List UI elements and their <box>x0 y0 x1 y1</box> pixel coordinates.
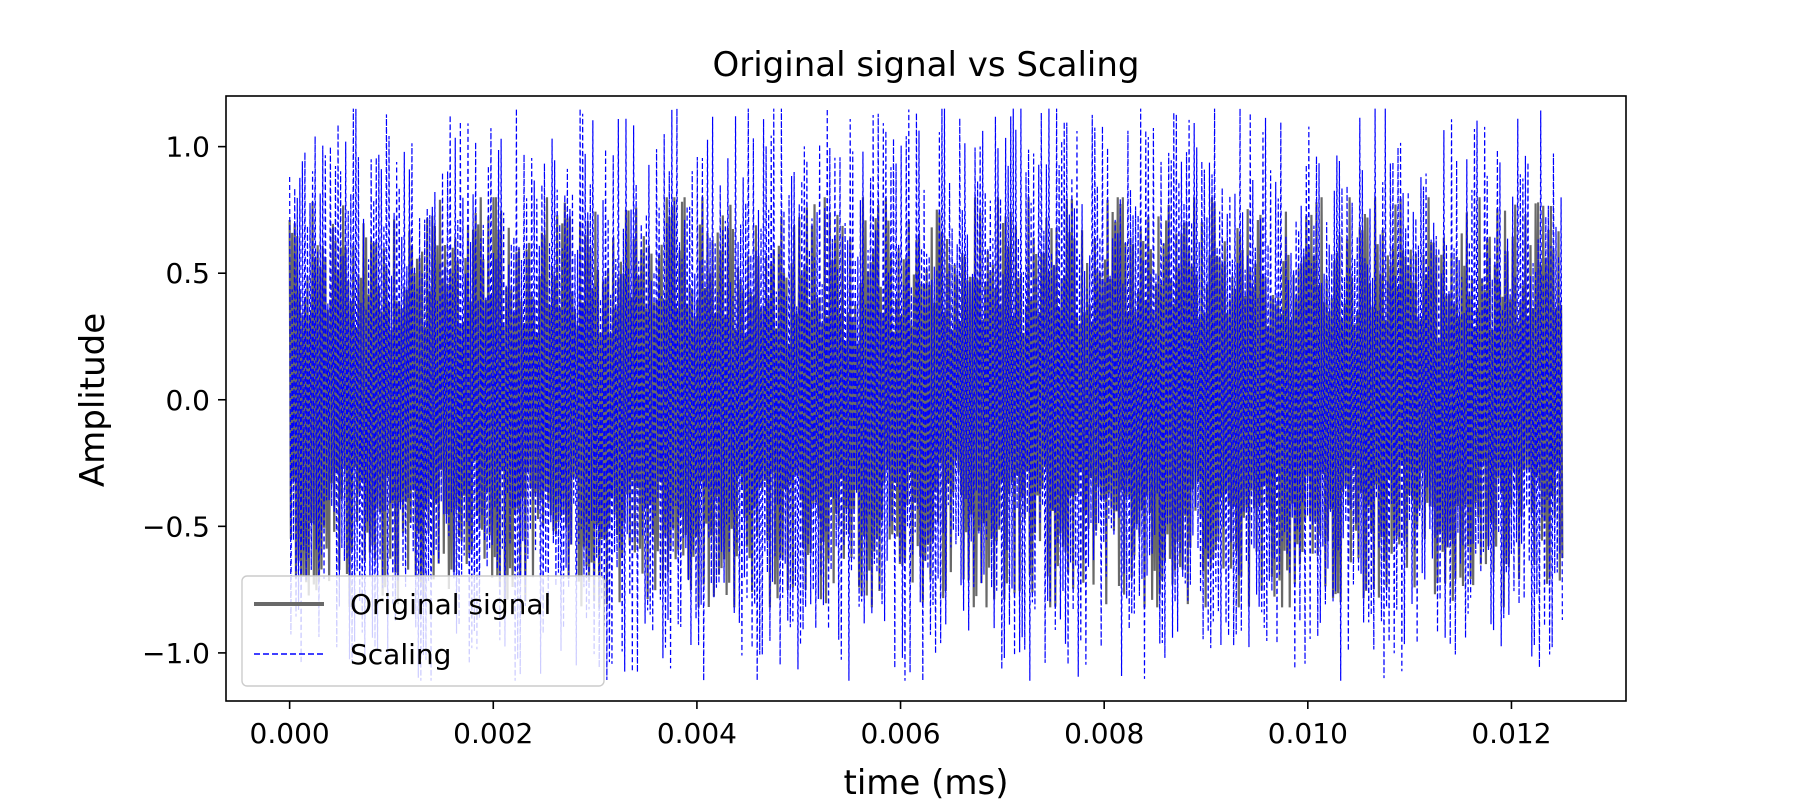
x-axis-label: time (ms) <box>844 763 1009 800</box>
x-tick-label: 0.002 <box>453 717 533 750</box>
y-tick-label: −1.0 <box>142 637 210 670</box>
x-tick-label: 0.012 <box>1471 717 1551 750</box>
legend-label-original-signal: Original signal <box>350 588 551 621</box>
y-tick-label: 0.0 <box>165 384 210 417</box>
legend: Original signal Scaling <box>241 575 605 687</box>
x-tick-label: 0.000 <box>250 717 330 750</box>
x-axis: 0.000 0.002 0.004 0.006 0.008 0.010 0.012 <box>250 701 1552 750</box>
legend-box <box>241 575 605 687</box>
x-tick-label: 0.010 <box>1268 717 1348 750</box>
chart-title: Original signal vs Scaling <box>712 45 1139 85</box>
y-tick-label: 0.5 <box>165 257 210 290</box>
series-line-scaling <box>289 108 1563 681</box>
y-axis: −1.0 −0.5 0.0 0.5 1.0 <box>142 131 226 670</box>
legend-label-scaling: Scaling <box>350 638 451 671</box>
x-tick-label: 0.006 <box>860 717 940 750</box>
x-tick-label: 0.004 <box>657 717 737 750</box>
y-tick-label: −0.5 <box>142 510 210 543</box>
y-axis-label: Amplitude <box>73 313 113 487</box>
y-tick-label: 1.0 <box>165 131 210 164</box>
series-layer <box>288 108 1564 681</box>
axes-frame <box>225 95 1627 702</box>
x-tick-label: 0.008 <box>1064 717 1144 750</box>
plot-area <box>225 95 1627 702</box>
